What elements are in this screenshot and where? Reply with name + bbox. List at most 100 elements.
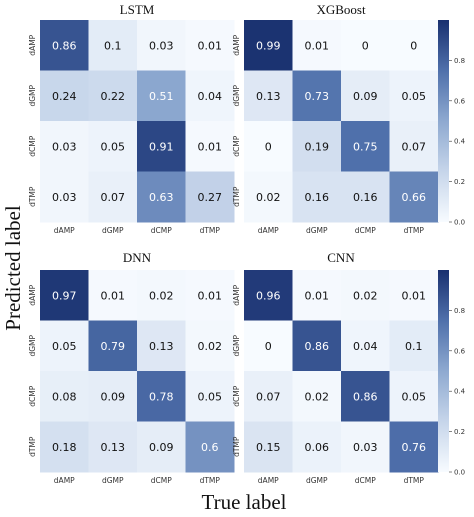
x-axis-label: True label [202,490,287,514]
heatmap-cell [88,20,138,71]
y-tick-label: dAMP [232,34,241,55]
heatmap-cell [137,320,186,372]
heatmap-cell [40,20,89,71]
x-tick-label: dAMP [258,226,279,235]
y-tick-label: dCMP [232,385,241,406]
heatmap-cell-label: 0.05 [101,140,126,153]
heatmap-cell-label: 0.02 [353,289,378,302]
heatmap-cell [137,371,186,422]
y-tick-label: dGMP [28,334,37,356]
x-tick-label: dCMP [355,476,376,485]
colorbar-tick-label: 0.2 [454,178,465,186]
heatmap-cell-label: 0.18 [52,441,77,454]
heatmap-cell-label: 0.07 [101,191,126,204]
x-tick-label: dGMP [102,226,124,235]
colorbar-tick-label: 0.6 [454,347,466,355]
y-tick-label: dTMP [232,186,241,207]
heatmap-cell-label: 0.15 [256,441,281,454]
heatmap-cell [185,270,235,321]
heatmap-cell [292,171,342,223]
heatmap-cell-label: 0.05 [198,390,223,403]
colorbar-tick-label: 0.0 [454,469,465,477]
x-tick-label: dAMP [54,226,75,235]
heatmap-cell-label: 0.02 [256,191,281,204]
heatmap-cell-label: 0.02 [149,289,174,302]
heatmap-cell [292,371,342,422]
heatmap-cell [40,320,89,372]
heatmap-cell [88,70,138,122]
heatmap-cell [244,70,293,122]
heatmap-cell [389,320,439,372]
colorbar-cnn [438,270,449,472]
heatmap-cell-label: 0.01 [402,289,427,302]
x-tick-label: dCMP [355,226,376,235]
heatmap-cell [40,421,89,473]
colorbar-tick-label: 0.0 [454,219,465,227]
heatmap-cell [389,20,439,71]
y-axis-label: Predicted label [1,205,25,331]
heatmap-cell [244,270,293,321]
heatmap-cell [292,20,342,71]
heatmap-cell [389,70,439,122]
heatmap-cell [40,171,89,223]
x-tick-label: dGMP [306,226,328,235]
y-tick-label: dCMP [28,135,37,156]
heatmap-cell [40,371,89,422]
x-tick-label: dAMP [54,476,75,485]
heatmap-cell-label: 0.6 [201,441,219,454]
heatmap-cell [341,421,390,473]
heatmap-cell-label: 0.1 [405,340,423,353]
heatmap-cell [244,121,293,172]
heatmap-cell-label: 0.06 [305,441,330,454]
colorbar-tick-label: 0.4 [454,138,466,146]
heatmap-cell-label: 0.86 [353,390,378,403]
heatmap-title-dnn: DNN [123,250,152,265]
heatmap-cell [292,270,342,321]
heatmap-cell [40,270,89,321]
heatmap-cell [389,371,439,422]
heatmap-cell [185,20,235,71]
heatmap-cell-label: 0 [362,39,369,52]
heatmap-cell [389,421,439,473]
heatmap-title-cnn: CNN [327,250,355,265]
heatmap-cell-label: 0.13 [149,340,174,353]
heatmap-cell-label: 0.86 [52,39,77,52]
heatmap-cell-label: 0.09 [149,441,174,454]
heatmap-cell [292,320,342,372]
heatmap-cell [88,320,138,372]
y-tick-label: dAMP [232,284,241,305]
heatmap-cell-label: 0.02 [305,390,330,403]
heatmap-cell [341,20,390,71]
heatmap-cell [341,320,390,372]
heatmap-cell [292,70,342,122]
heatmap-cell-label: 0.13 [256,90,281,103]
heatmap-cell [40,121,89,172]
x-tick-label: dTMP [200,226,221,235]
heatmap-cell-label: 0.04 [198,90,223,103]
heatmap-cell [137,121,186,172]
heatmap-cell-label: 0.24 [52,90,77,103]
heatmap-cell-label: 0.27 [198,191,223,204]
heatmap-cell-label: 0.66 [402,191,427,204]
x-tick-label: dTMP [404,476,425,485]
x-tick-label: dGMP [102,476,124,485]
y-tick-label: dTMP [232,436,241,457]
heatmap-cell [341,270,390,321]
heatmap-cell-label: 0.08 [52,390,77,403]
heatmap-lstm: LSTM 0.86 0.1 0.03 0.01 0.24 0.22 0.51 0.04 0.03 0… [28,2,235,235]
x-tick-label: dGMP [306,476,328,485]
heatmap-cell-label: 0.16 [353,191,378,204]
heatmap-cell [40,70,89,122]
heatmap-cnn: CNN 0.96 0.01 0.02 0.01 0 0.86 0.04 0.1 0.07 0.02 0… [232,250,466,485]
x-tick-label: dAMP [258,476,279,485]
heatmap-cell [137,270,186,321]
heatmap-cell-label: 0.05 [402,90,427,103]
heatmap-cell [185,70,235,122]
heatmap-cell-label: 0.05 [52,340,77,353]
heatmap-cell [389,171,439,223]
heatmap-cell-label: 0.01 [198,289,223,302]
heatmap-cell-label: 0 [265,340,272,353]
heatmap-cell-label: 0.02 [198,340,223,353]
heatmap-cell-label: 0.05 [402,390,427,403]
